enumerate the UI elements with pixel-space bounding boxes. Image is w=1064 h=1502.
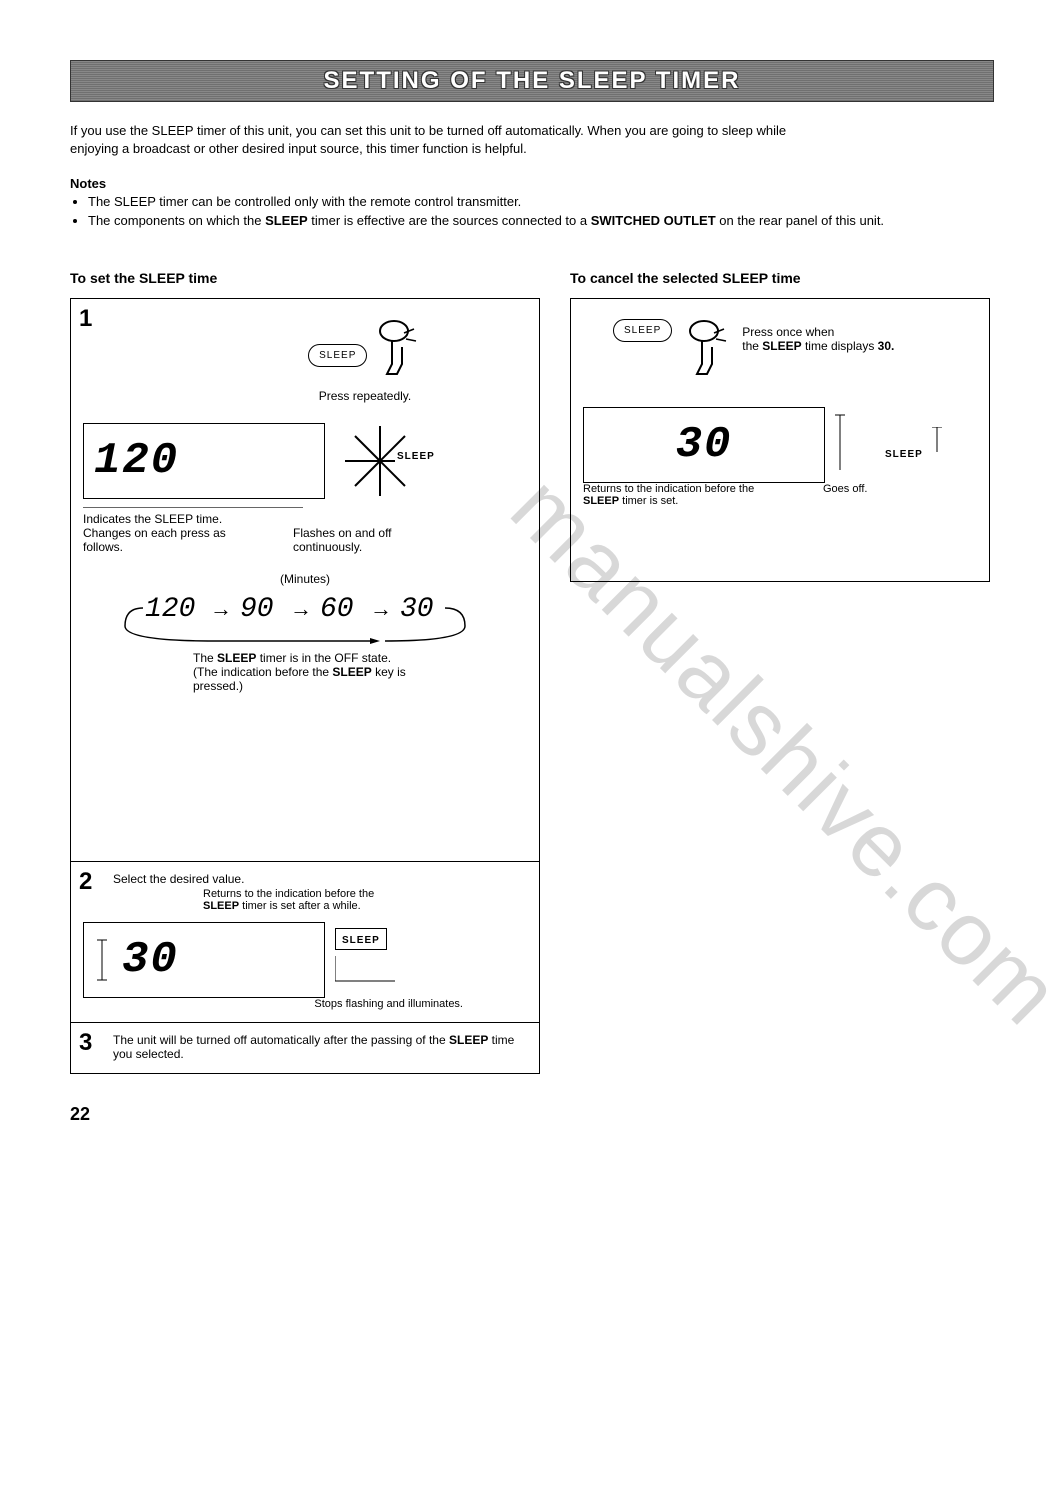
svg-text:90: 90: [240, 594, 274, 625]
callout-line-icon: [335, 956, 435, 986]
press-repeatedly-label: Press repeatedly.: [203, 389, 527, 403]
sleep-button-graphic: SLEEP: [308, 344, 367, 367]
notes-list: The SLEEP timer can be controlled only w…: [70, 193, 994, 229]
sleep-indicator-label: SLEEP: [885, 449, 923, 460]
step-number: 3: [79, 1029, 92, 1057]
notes-heading: Notes: [70, 176, 994, 191]
flashes-label: Flashes on and off continuously.: [293, 526, 443, 554]
svg-text:→: →: [290, 596, 312, 621]
sleep-button-graphic: SLEEP: [613, 319, 672, 342]
changes-label: Changes on each press as follows.: [83, 526, 263, 554]
note-item: The SLEEP timer can be controlled only w…: [88, 193, 994, 211]
svg-text:30: 30: [400, 594, 434, 625]
sleep-indicator-label: SLEEP: [342, 935, 380, 946]
display-panel: 30: [83, 922, 325, 998]
callout-bracket-icon: [94, 935, 124, 985]
minutes-label: (Minutes): [83, 572, 527, 586]
svg-text:120: 120: [145, 594, 195, 625]
step-number: 2: [79, 868, 92, 896]
step-2-box: 2 Select the desired value. Returns to t…: [70, 862, 540, 1023]
step-3-box: 3 The unit will be turned off automatica…: [70, 1023, 540, 1074]
svg-text:60: 60: [320, 594, 354, 625]
display-panel: 120: [83, 423, 325, 499]
select-label: Select the desired value.: [113, 872, 244, 886]
display-value: 30: [676, 420, 733, 470]
press-finger-icon: [682, 319, 732, 389]
press-finger-icon: [372, 319, 422, 389]
off-state-text: The SLEEP timer is in the OFF state. (Th…: [193, 651, 433, 693]
right-column-title: To cancel the selected SLEEP time: [570, 270, 990, 286]
intro-text: If you use the SLEEP timer of this unit,…: [70, 122, 994, 158]
section-title: SETTING OF THE SLEEP TIMER: [324, 67, 741, 94]
display-panel: 30: [583, 407, 825, 483]
note-item: The components on which the SLEEP timer …: [88, 212, 994, 230]
press-once-label: Press once when the SLEEP time displays …: [742, 325, 894, 353]
returns-label: Returns to the indication before the SLE…: [203, 888, 403, 912]
callout-line-icon: [835, 410, 875, 480]
svg-text:→: →: [210, 596, 232, 621]
indicates-label: Indicates the SLEEP time.: [83, 507, 303, 526]
display-value: 30: [122, 935, 179, 985]
section-title-bar: SETTING OF THE SLEEP TIMER: [70, 60, 994, 102]
left-column-title: To set the SLEEP time: [70, 270, 540, 286]
display-value: 120: [94, 436, 179, 486]
callout-line-icon: [927, 427, 947, 457]
returns-label: Returns to the indication before the SLE…: [583, 483, 783, 507]
cancel-box: SLEEP Press once when the SLEEP time dis…: [570, 298, 990, 582]
step-1-box: 1 SLEEP Press repeatedly. 120: [70, 298, 540, 862]
goes-off-label: Goes off.: [823, 483, 867, 495]
sequence-diagram: 120 → 90 → 60 → 30: [115, 586, 495, 646]
stops-flashing-label: Stops flashing and illuminates.: [83, 998, 463, 1010]
step-number: 1: [79, 305, 92, 333]
page-number: 22: [70, 1104, 994, 1125]
sleep-indicator-label: SLEEP: [395, 451, 437, 462]
step-3-text: The unit will be turned off automaticall…: [113, 1033, 527, 1061]
svg-text:→: →: [370, 596, 392, 621]
